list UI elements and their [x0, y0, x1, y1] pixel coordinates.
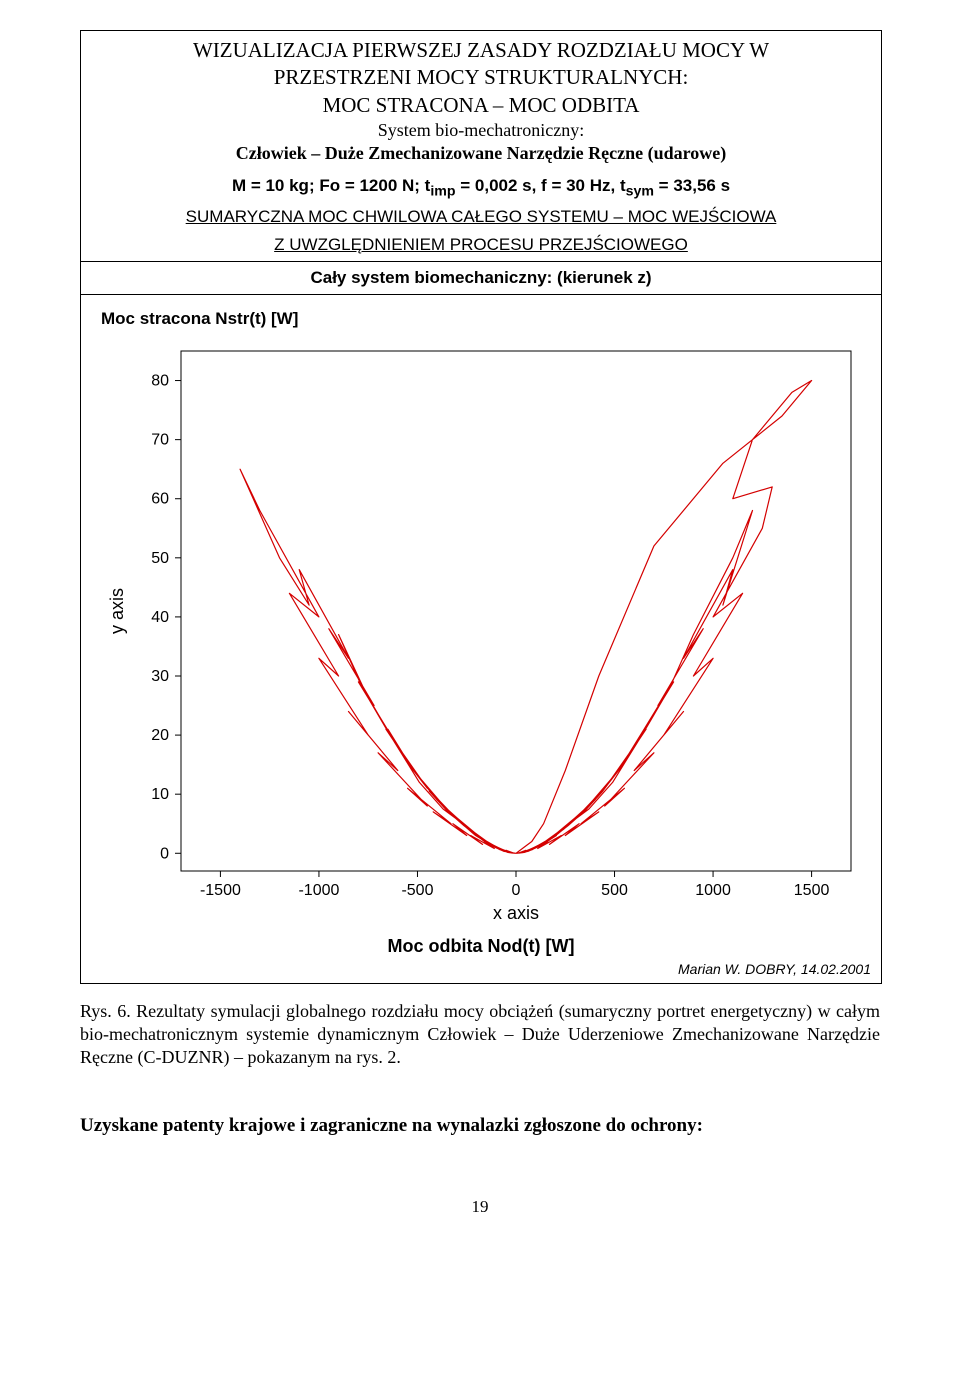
y-axis-title: Moc stracona Nstr(t) [W]: [101, 309, 861, 329]
page-number: 19: [80, 1197, 880, 1217]
svg-text:0: 0: [160, 845, 169, 862]
patents-heading: Uzyskane patenty krajowe i zagraniczne n…: [80, 1115, 880, 1137]
system-bio-cell: Cały system biomechaniczny: (kierunek z): [81, 262, 882, 295]
title-line3: MOC STRACONA – MOC ODBITA: [91, 92, 871, 119]
underlined-line1: SUMARYCZNA MOC CHWILOWA CAŁEGO SYSTEMU –…: [91, 207, 871, 227]
system-bio-label: Cały system biomechaniczny: (kierunek z): [91, 268, 871, 288]
title-line1: WIZUALIZACJA PIERWSZEJ ZASADY ROZDZIAŁU …: [91, 37, 871, 64]
svg-text:y axis: y axis: [107, 588, 127, 634]
params-line: M = 10 kg; Fo = 1200 N; timp = 0,002 s, …: [91, 176, 871, 199]
page: WIZUALIZACJA PIERWSZEJ ZASADY ROZDZIAŁU …: [0, 0, 960, 1237]
svg-text:70: 70: [151, 432, 169, 449]
svg-text:50: 50: [151, 550, 169, 567]
svg-text:40: 40: [151, 609, 169, 626]
svg-text:20: 20: [151, 727, 169, 744]
chart-svg: -1500 -1000 -500 0 500 1000 1500 0 10 20 30 40 50 60 7…: [91, 331, 871, 931]
svg-text:-1500: -1500: [200, 882, 241, 899]
svg-text:x axis: x axis: [493, 903, 539, 923]
svg-text:60: 60: [151, 491, 169, 508]
title-line2: PRZESTRZENI MOCY STRUKTURALNYCH:: [91, 64, 871, 91]
figure-table: WIZUALIZACJA PIERWSZEJ ZASADY ROZDZIAŁU …: [80, 30, 882, 984]
figure-title-block: WIZUALIZACJA PIERWSZEJ ZASADY ROZDZIAŁU …: [91, 37, 871, 166]
svg-text:-500: -500: [401, 882, 433, 899]
x-axis-title: Moc odbita Nod(t) [W]: [91, 936, 871, 957]
svg-text:10: 10: [151, 786, 169, 803]
svg-text:1000: 1000: [695, 882, 731, 899]
svg-text:0: 0: [512, 882, 521, 899]
svg-text:80: 80: [151, 373, 169, 390]
chart-cell: Moc stracona Nstr(t) [W] -1500 -1000 -500 0…: [81, 295, 882, 984]
underlined-line2: Z UWZGLĘDNIENIEM PROCESU PRZEJŚCIOWEGO: [91, 235, 871, 255]
figure-caption: Rys. 6. Rezultaty symulacji globalnego r…: [80, 1000, 880, 1069]
subtitle1: System bio-mechatroniczny:: [91, 119, 871, 142]
svg-text:-1000: -1000: [298, 882, 339, 899]
chart-container: -1500 -1000 -500 0 500 1000 1500 0 10 20 30 40 50 60 7…: [91, 331, 871, 936]
credit-line: Marian W. DOBRY, 14.02.2001: [91, 961, 871, 977]
subtitle2: Człowiek – Duże Zmechanizowane Narzędzie…: [91, 142, 871, 165]
svg-text:500: 500: [601, 882, 628, 899]
svg-text:1500: 1500: [794, 882, 830, 899]
figure-header-cell: WIZUALIZACJA PIERWSZEJ ZASADY ROZDZIAŁU …: [81, 31, 882, 262]
svg-text:30: 30: [151, 668, 169, 685]
